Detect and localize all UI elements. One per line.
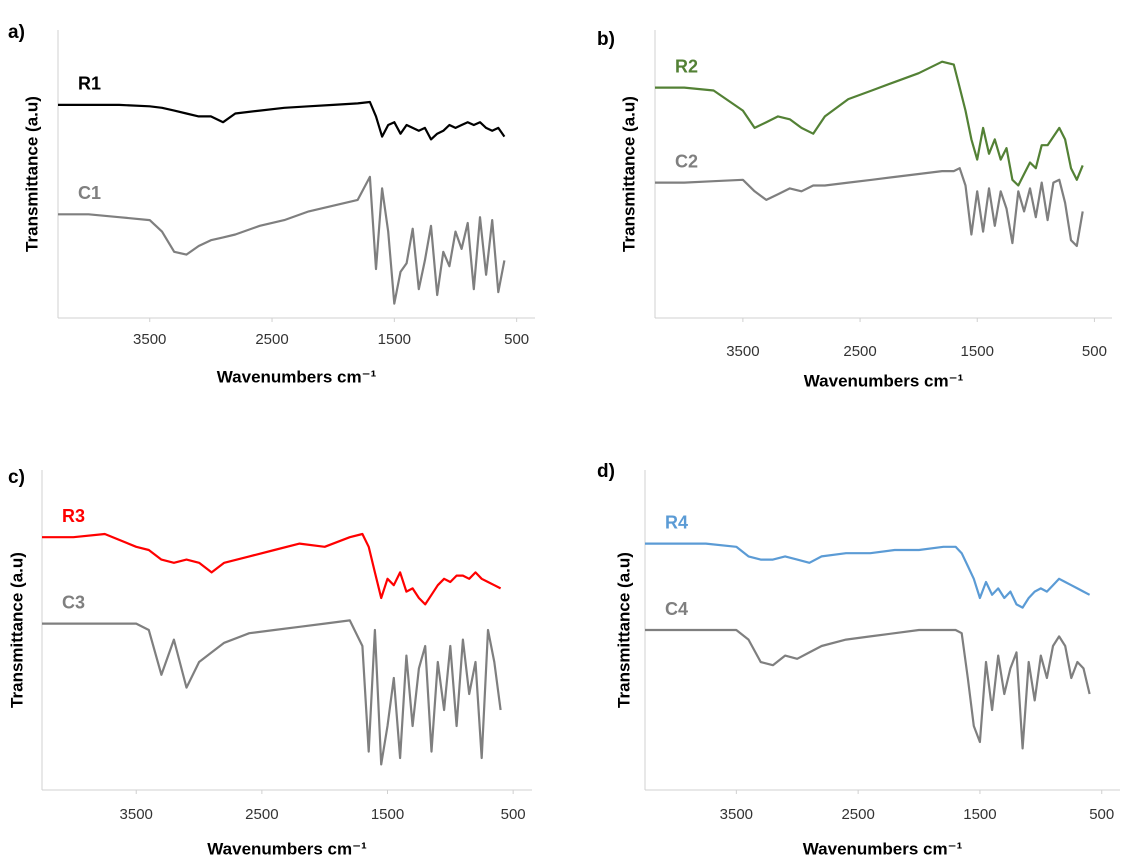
x-tick-label: 500 (504, 331, 529, 348)
series-label: C1 (78, 183, 101, 203)
x-tick-label: 1500 (961, 343, 994, 360)
panel-label: c) (8, 467, 25, 488)
panel-label: b) (597, 29, 615, 50)
x-tick-label: 2500 (841, 806, 874, 823)
spectrum-line (58, 100, 506, 141)
x-tick-label: 1500 (378, 331, 411, 348)
series-label: C4 (665, 599, 688, 619)
series-label: R3 (62, 506, 85, 526)
x-tick-label: 500 (501, 806, 526, 823)
x-tick-label: 3500 (120, 806, 153, 823)
series-label: C3 (62, 592, 85, 612)
x-tick-label: 3500 (133, 331, 166, 348)
y-axis-title: Transmittance (a.u) (614, 552, 633, 708)
panel-label: d) (597, 461, 615, 482)
series-label: C2 (675, 151, 698, 171)
x-tick-label: 2500 (245, 806, 278, 823)
x-tick-label: 1500 (963, 806, 996, 823)
spectrum-line (42, 532, 502, 606)
x-axis-title: Wavenumbers cm⁻¹ (207, 839, 367, 858)
x-tick-label: 500 (1089, 806, 1114, 823)
spectrum-line (58, 175, 506, 305)
spectrum-line (645, 628, 1091, 750)
x-axis-title: Wavenumbers cm⁻¹ (217, 367, 377, 386)
y-axis-title: Transmittance (a.u) (7, 552, 26, 708)
panel-label: a) (8, 22, 25, 43)
x-tick-label: 2500 (255, 331, 288, 348)
x-axis-title: Wavenumbers cm⁻¹ (803, 839, 963, 858)
x-tick-label: 3500 (720, 806, 753, 823)
spectrum-line (42, 619, 502, 766)
y-axis-title: Transmittance (a.u) (619, 96, 638, 252)
spectrum-line (645, 542, 1091, 609)
series-label: R1 (78, 74, 101, 94)
x-tick-label: 3500 (726, 343, 759, 360)
y-axis-title: Transmittance (a.u) (22, 96, 41, 252)
x-tick-label: 2500 (843, 343, 876, 360)
x-tick-label: 1500 (371, 806, 404, 823)
series-label: R4 (665, 512, 688, 532)
x-tick-label: 500 (1082, 343, 1107, 360)
series-label: R2 (675, 56, 698, 76)
spectrum-line (655, 60, 1084, 187)
x-axis-title: Wavenumbers cm⁻¹ (804, 371, 964, 390)
spectrum-line (655, 167, 1084, 248)
